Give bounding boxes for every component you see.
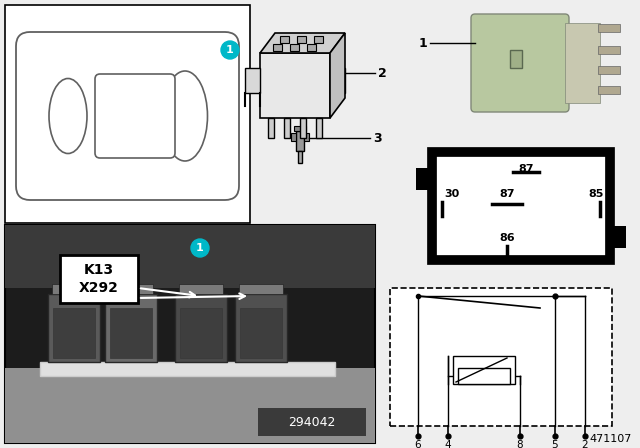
- Bar: [40, 362, 335, 376]
- Ellipse shape: [163, 71, 207, 161]
- Bar: [258, 408, 366, 436]
- Text: K13: K13: [84, 263, 114, 277]
- Bar: [245, 68, 260, 93]
- Bar: [390, 288, 612, 426]
- Bar: [284, 118, 290, 138]
- FancyBboxPatch shape: [95, 74, 175, 158]
- Text: 471107: 471107: [589, 434, 632, 444]
- Bar: [5, 5, 250, 223]
- FancyBboxPatch shape: [16, 32, 239, 200]
- Text: 86: 86: [499, 233, 515, 243]
- Text: 2: 2: [378, 66, 387, 79]
- Bar: [598, 46, 620, 54]
- Bar: [180, 308, 222, 358]
- Bar: [109, 284, 153, 294]
- Text: 294042: 294042: [288, 415, 336, 428]
- Bar: [5, 368, 375, 443]
- Bar: [179, 284, 223, 294]
- Text: 1: 1: [419, 36, 427, 49]
- Bar: [307, 44, 316, 51]
- Bar: [330, 68, 345, 93]
- Bar: [316, 118, 322, 138]
- Bar: [48, 294, 100, 362]
- Bar: [610, 226, 626, 248]
- Bar: [273, 44, 282, 51]
- Ellipse shape: [49, 78, 87, 154]
- Bar: [5, 225, 375, 443]
- Bar: [565, 23, 600, 103]
- Text: 5: 5: [552, 440, 558, 448]
- Bar: [268, 118, 274, 138]
- Bar: [314, 36, 323, 43]
- Bar: [298, 151, 302, 163]
- Bar: [300, 118, 306, 138]
- Bar: [453, 356, 515, 384]
- Bar: [416, 168, 432, 190]
- FancyBboxPatch shape: [471, 14, 569, 112]
- Bar: [53, 308, 95, 358]
- Bar: [52, 284, 96, 294]
- Bar: [235, 294, 287, 362]
- Bar: [280, 36, 289, 43]
- Bar: [297, 36, 306, 43]
- Text: 2: 2: [582, 440, 588, 448]
- Bar: [458, 368, 510, 384]
- Bar: [5, 225, 375, 288]
- Bar: [60, 255, 138, 303]
- Bar: [290, 44, 299, 51]
- Bar: [432, 152, 610, 260]
- Bar: [598, 66, 620, 74]
- Text: 3: 3: [373, 132, 381, 145]
- Bar: [304, 133, 309, 141]
- Polygon shape: [330, 33, 345, 118]
- Text: 85: 85: [588, 189, 604, 199]
- Text: 6: 6: [415, 440, 421, 448]
- Bar: [598, 86, 620, 94]
- Bar: [510, 50, 522, 68]
- Bar: [105, 294, 157, 362]
- Text: 30: 30: [444, 189, 460, 199]
- Bar: [240, 308, 282, 358]
- Bar: [175, 294, 227, 362]
- Bar: [294, 126, 306, 131]
- Text: 87: 87: [499, 189, 515, 199]
- Bar: [296, 131, 304, 151]
- Polygon shape: [260, 33, 345, 53]
- Text: 8: 8: [516, 440, 524, 448]
- Bar: [239, 284, 283, 294]
- Text: X292: X292: [79, 281, 119, 295]
- Text: 4: 4: [445, 440, 451, 448]
- Circle shape: [191, 239, 209, 257]
- Bar: [260, 53, 330, 118]
- Bar: [598, 24, 620, 32]
- Text: 1: 1: [226, 45, 234, 55]
- Circle shape: [221, 41, 239, 59]
- Bar: [291, 133, 296, 141]
- Bar: [110, 308, 152, 358]
- Text: 87: 87: [518, 164, 534, 174]
- Text: 1: 1: [196, 243, 204, 253]
